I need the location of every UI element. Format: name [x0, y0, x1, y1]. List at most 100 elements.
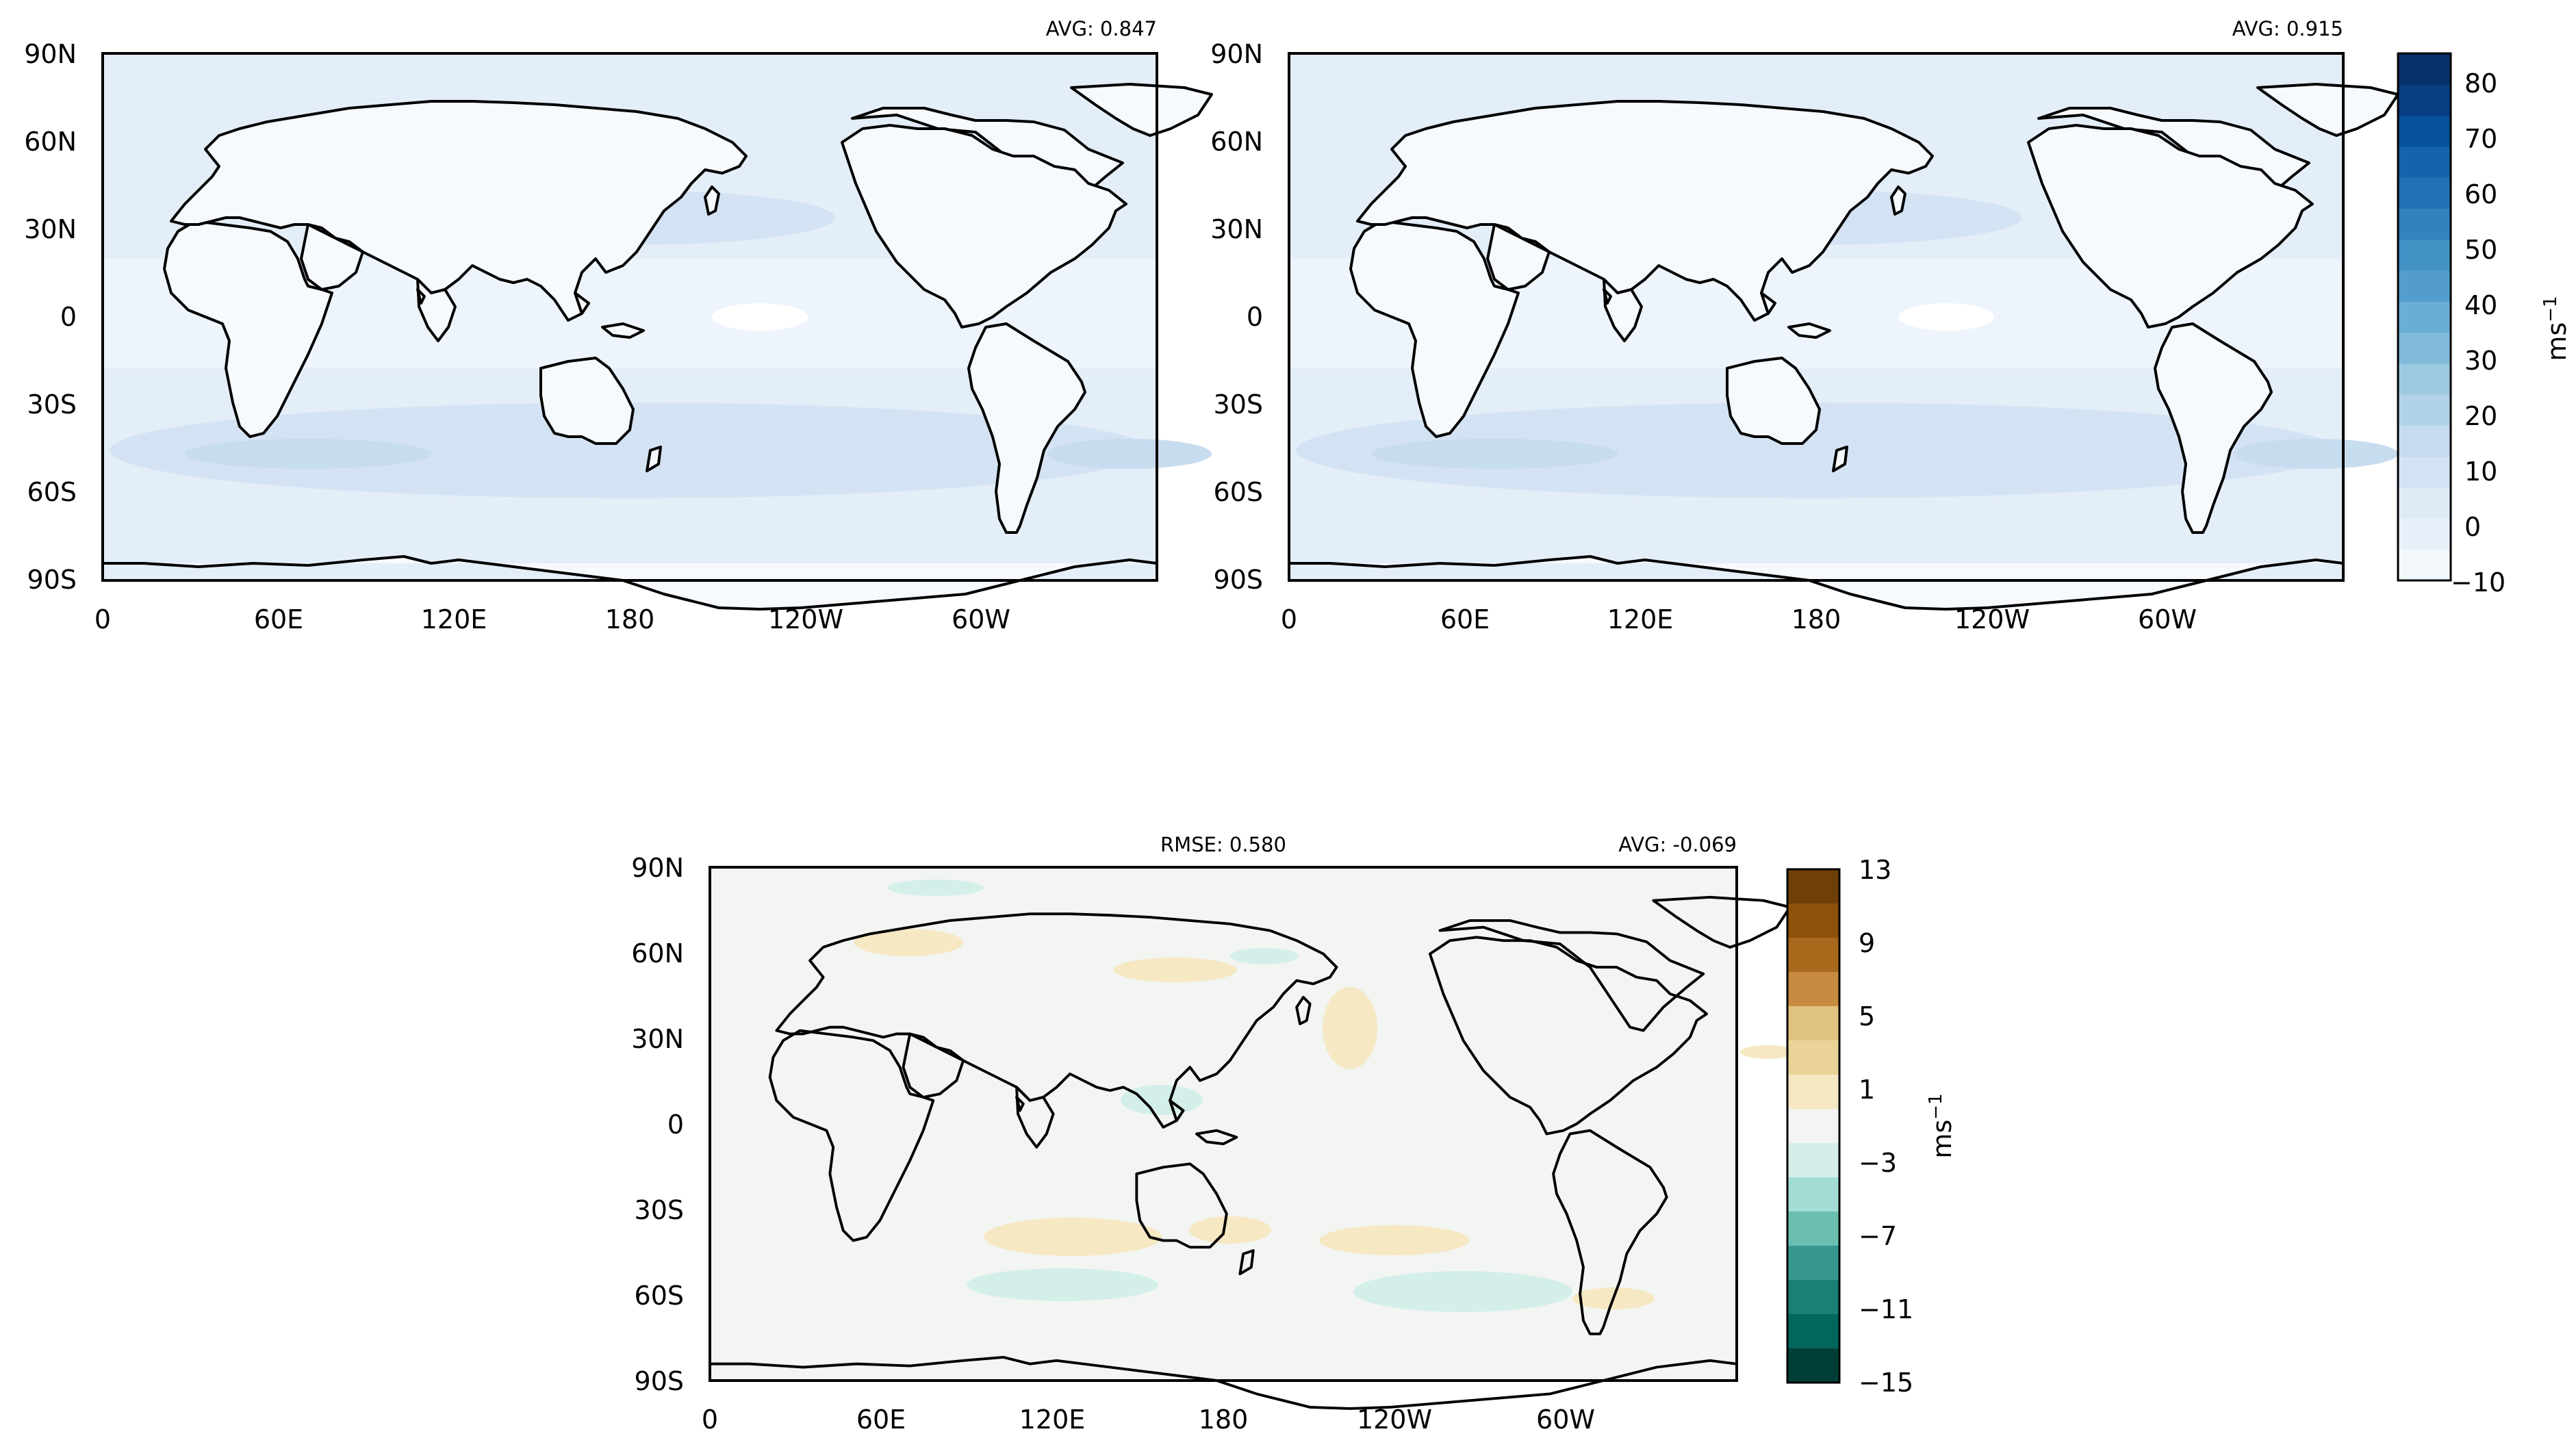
- colorbar-tick: −7: [1859, 1221, 1897, 1251]
- lon-tick: 60E: [856, 1405, 906, 1435]
- colorbar-swatch: [1787, 1280, 1839, 1315]
- colorbar-swatch: [1787, 1006, 1839, 1041]
- colorbar-frame: [1786, 868, 1841, 1384]
- lon-tick: 120W: [1357, 1405, 1432, 1435]
- colorbar-swatch: [2398, 363, 2451, 395]
- avg-label: AVG: -0.069: [1618, 833, 1737, 856]
- colorbar-swatch: [2398, 270, 2451, 302]
- lon-tick: 120W: [1954, 604, 2030, 634]
- map-frame: [1288, 52, 2345, 582]
- colorbar-tick: 20: [2464, 401, 2497, 431]
- colorbar-ticks: 13 9 5 1 −3 −7 −11 −15: [1859, 855, 1913, 1398]
- lat-tick: 30S: [635, 1195, 684, 1225]
- colorbar-swatch: [2398, 84, 2451, 116]
- colorbar-swatch: [1787, 903, 1839, 938]
- colorbar-tick: 0: [2464, 512, 2481, 542]
- colorbar-unit: ms−1: [1926, 1093, 1957, 1158]
- colorbar-tick: 10: [2464, 457, 2497, 487]
- lat-tick: 0: [60, 302, 77, 332]
- colorbar-tick: −15: [1859, 1368, 1913, 1398]
- lon-axis: 0 60E 120E 180 120W 60W: [94, 604, 1010, 634]
- colorbar-frame: [2397, 52, 2452, 582]
- colorbar-swatch: [1787, 1348, 1839, 1383]
- colorbar-swatch: [2398, 394, 2451, 426]
- lat-tick: 30N: [1210, 214, 1263, 244]
- colorbar-swatch: [1787, 972, 1839, 1007]
- lat-tick: 60N: [24, 127, 77, 157]
- lon-tick: 120E: [421, 604, 487, 634]
- lat-axis: 90N 60N 30N 0 30S 60S 90S: [24, 39, 77, 595]
- avg-label: AVG: 0.847: [1046, 17, 1157, 40]
- colorbar-tick: 9: [1859, 928, 1875, 958]
- colorbar-tick: 5: [1859, 1001, 1875, 1031]
- colorbar-swatch: [2398, 115, 2451, 147]
- colorbar-swatch: [2398, 208, 2451, 240]
- colorbar-swatch: [2398, 549, 2451, 581]
- colorbar-swatch: [1787, 1211, 1839, 1246]
- colorbar-ticks: 80 70 60 50 40 30 20 10 0 −10: [2451, 68, 2505, 598]
- lat-tick: 60S: [1214, 477, 1263, 507]
- colorbar-tick: 50: [2464, 235, 2497, 265]
- lon-tick: 60E: [254, 604, 303, 634]
- colorbar-tick: −3: [1859, 1148, 1897, 1178]
- lon-axis: 0 60E 120E 180 120W 60W: [702, 1405, 1595, 1435]
- lat-tick: 90N: [1210, 39, 1263, 69]
- lon-tick: 180: [605, 604, 655, 634]
- colorbar-swatch: [2398, 301, 2451, 333]
- lat-tick: 60N: [1210, 127, 1263, 157]
- colorbar-tick: 1: [1859, 1075, 1875, 1105]
- map-panel-obs: AVG: 0.915 90N 60N 30N 0 30S 60S 90S 0 6…: [1210, 17, 2399, 634]
- map-frame: [101, 52, 1158, 582]
- lat-tick: 90S: [635, 1366, 684, 1396]
- colorbar-swatch: [1787, 1109, 1839, 1144]
- colorbar-tick: −11: [1859, 1294, 1913, 1324]
- lat-tick: 30S: [1214, 389, 1263, 420]
- colorbar-swatch: [1787, 1040, 1839, 1075]
- colorbar-tick: 80: [2464, 68, 2497, 99]
- lat-tick: 90N: [24, 39, 77, 69]
- lon-tick: 180: [1199, 1405, 1249, 1435]
- lon-tick: 60E: [1440, 604, 1490, 634]
- lon-tick: 0: [702, 1405, 718, 1435]
- colorbar-tick: 13: [1859, 855, 1891, 885]
- colorbar-swatch: [1787, 938, 1839, 973]
- colorbar-field: 80 70 60 50 40 30 20 10 0 −10 ms−1: [2397, 52, 2572, 598]
- colorbar-unit: ms−1: [2540, 296, 2572, 361]
- colorbar-tick: 30: [2464, 346, 2497, 376]
- lat-tick: 90N: [631, 853, 684, 883]
- colorbar-swatch: [1787, 1177, 1839, 1212]
- rmse-label: RMSE: 0.580: [1160, 833, 1286, 856]
- lon-tick: 120E: [1607, 604, 1674, 634]
- colorbar-swatch: [2398, 487, 2451, 520]
- lat-tick: 90S: [1214, 565, 1263, 595]
- colorbar-swatch: [2398, 332, 2451, 364]
- colorbar-tick: 60: [2464, 179, 2497, 209]
- lat-tick: 60N: [631, 938, 684, 969]
- lat-tick: 30N: [631, 1024, 684, 1054]
- lat-tick: 60S: [27, 477, 77, 507]
- lat-tick: 0: [1247, 302, 1263, 332]
- colorbar-swatches: [1787, 869, 1839, 1383]
- lon-tick: 120E: [1019, 1405, 1086, 1435]
- lat-tick: 90S: [27, 565, 77, 595]
- colorbar-swatch: [1787, 1314, 1839, 1349]
- colorbar-swatch: [2398, 177, 2451, 209]
- lat-axis: 90N 60N 30N 0 30S 60S 90S: [631, 853, 684, 1396]
- colorbar-swatch: [2398, 239, 2451, 271]
- lat-tick: 60S: [635, 1281, 684, 1311]
- lat-tick: 30N: [24, 214, 77, 244]
- colorbar-diff: 13 9 5 1 −3 −7 −11 −15 ms−1: [1786, 855, 1957, 1398]
- colorbar-swatch: [1787, 1075, 1839, 1110]
- colorbar-swatch: [2398, 425, 2451, 457]
- colorbar-swatch: [1787, 869, 1839, 904]
- lat-tick: 0: [667, 1110, 684, 1140]
- colorbar-swatch: [1787, 1143, 1839, 1178]
- avg-label: AVG: 0.915: [2232, 17, 2343, 40]
- colorbar-swatch: [1787, 1246, 1839, 1281]
- lon-tick: 120W: [768, 604, 843, 634]
- colorbar-swatch: [2398, 456, 2451, 488]
- map-frame: [709, 866, 1738, 1382]
- colorbar-tick: 40: [2464, 290, 2497, 320]
- lon-tick: 0: [1281, 604, 1297, 634]
